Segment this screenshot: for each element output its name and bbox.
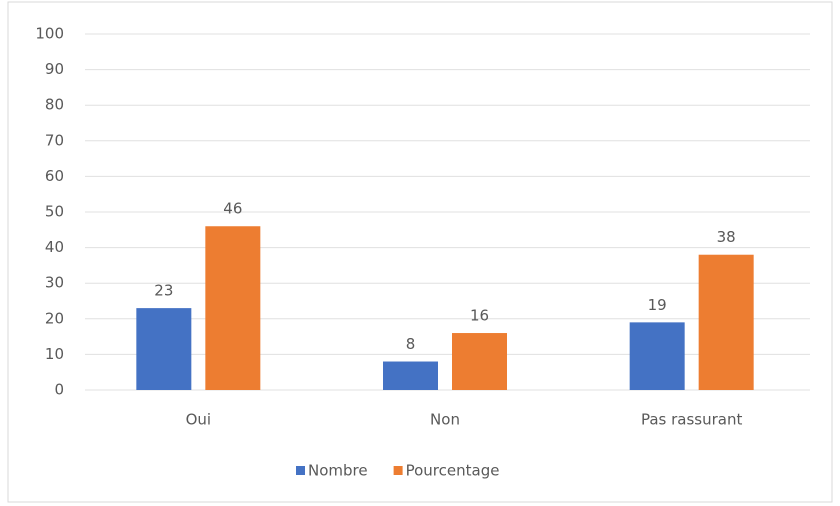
data-label: 46 [223, 200, 242, 218]
bar [205, 226, 261, 390]
legend-swatch [393, 466, 403, 475]
bar [698, 254, 754, 390]
data-label: 8 [406, 335, 416, 353]
y-tick-label: 10 [45, 345, 64, 363]
data-label: 38 [717, 228, 736, 246]
data-label: 23 [154, 282, 173, 300]
y-tick-label: 20 [45, 309, 64, 327]
x-tick-label: Pas rassurant [641, 411, 743, 429]
x-tick-label: Oui [186, 411, 211, 429]
legend-swatch [296, 466, 305, 475]
bar [629, 322, 685, 390]
bar [383, 361, 438, 390]
y-tick-label: 80 [45, 96, 64, 114]
x-tick-label: Non [430, 411, 460, 429]
y-tick-label: 40 [45, 238, 64, 256]
y-tick-label: 60 [45, 167, 64, 185]
y-tick-label: 100 [35, 25, 64, 43]
y-tick-label: 70 [45, 131, 64, 149]
y-tick-label: 90 [45, 60, 64, 78]
bar [136, 308, 192, 390]
y-tick-label: 30 [45, 274, 64, 292]
y-tick-label: 50 [45, 203, 64, 221]
y-tick-label: 0 [54, 381, 64, 399]
data-label: 19 [648, 296, 667, 314]
bar [452, 333, 507, 390]
data-label: 16 [470, 307, 489, 325]
legend-label: Nombre [308, 462, 368, 480]
chart-border [7, 1, 833, 503]
legend-label: Pourcentage [406, 462, 500, 480]
